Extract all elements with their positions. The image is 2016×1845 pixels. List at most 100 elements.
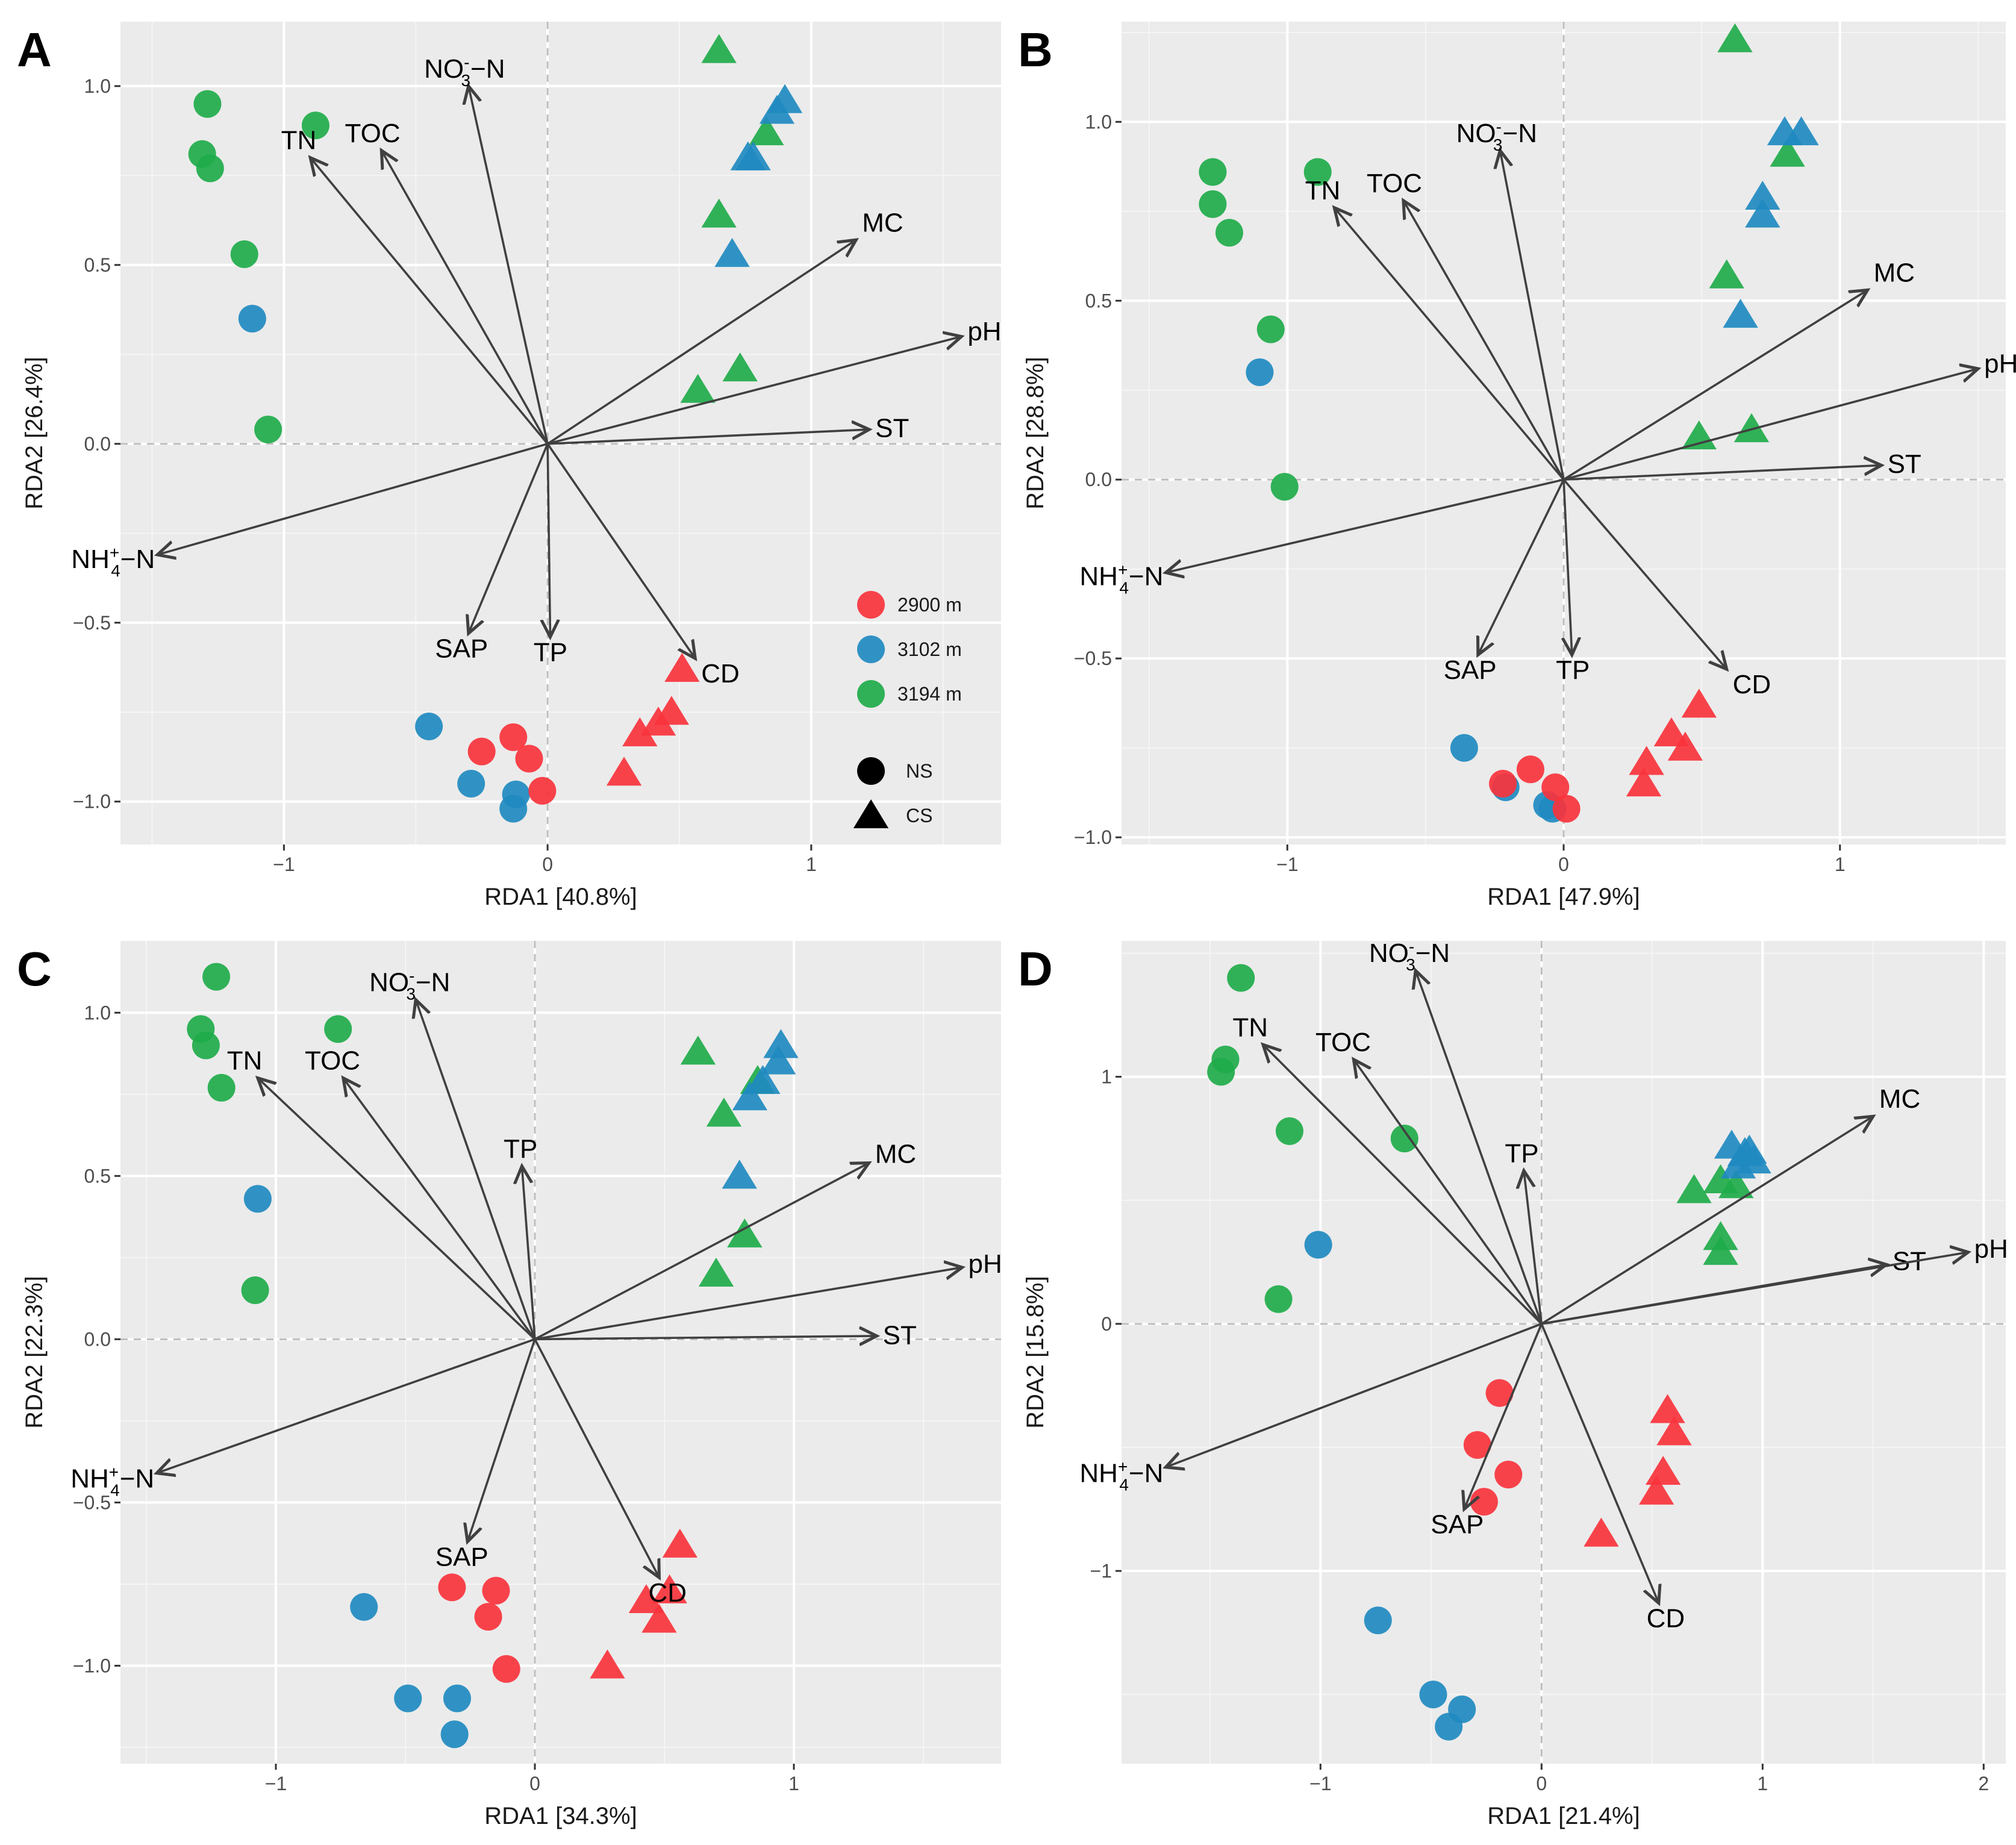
- panel-b: −1 0 1 −1.0 −0.5 0.0 0.5 1.0 NO-3−N TN TOC MC pH ST NH…: [1018, 22, 2016, 910]
- arrow-label: NH+ 4−N: [71, 543, 155, 580]
- point-cs: [1629, 746, 1664, 775]
- point-ns: [1270, 473, 1299, 501]
- point-cs: [727, 1218, 763, 1247]
- point-cs: [1709, 259, 1744, 289]
- panel-d: −1012−101NO-3−NTNTOCTPMCSTpHNH+4−NSAPCDR…: [1018, 937, 2008, 1829]
- point-ns: [1485, 1379, 1514, 1407]
- loading-arrow: [1564, 479, 1572, 655]
- loading-arrow: [546, 443, 695, 658]
- point-cs: [1745, 181, 1780, 210]
- point-cs: [1770, 137, 1805, 167]
- loading-arrow: [416, 1000, 536, 1340]
- point-cs: [628, 1584, 664, 1614]
- point-ns: [394, 1684, 422, 1712]
- x-axis-title: RDA1 [47.9%]: [1487, 884, 1640, 910]
- point-ns: [515, 745, 543, 773]
- point-cs: [745, 1065, 781, 1094]
- panel-label: A: [17, 23, 52, 76]
- point-ns: [528, 776, 557, 805]
- point-ns: [1304, 1231, 1332, 1259]
- x-tick-label: 1: [1757, 1773, 1768, 1794]
- loading-arrow: [1500, 151, 1565, 480]
- arrow-label: SAP: [1444, 655, 1497, 685]
- x-tick-label: −1: [1276, 854, 1298, 875]
- point-cs: [722, 352, 758, 382]
- loading-arrow: [534, 1336, 877, 1339]
- point-cs: [763, 1029, 799, 1058]
- point-cs: [759, 95, 795, 124]
- arrow-label: SAP: [435, 1542, 488, 1572]
- x-tick-label: −1: [265, 1773, 287, 1794]
- point-ns: [457, 770, 485, 798]
- loading-arrow: [1403, 201, 1565, 481]
- arrow-label: MC: [862, 208, 903, 237]
- point-ns: [1199, 190, 1227, 218]
- point-cs: [714, 238, 750, 267]
- loading-arrow: [1415, 970, 1543, 1325]
- point-cs: [1667, 731, 1703, 761]
- point-cs: [1656, 1416, 1692, 1446]
- legend-label: NS: [906, 760, 932, 782]
- x-tick-label: 1: [1835, 854, 1846, 875]
- arrow-label: CD: [648, 1578, 687, 1608]
- arrow-label: TOC: [1315, 1028, 1371, 1057]
- arrow-label: MC: [1879, 1084, 1920, 1114]
- legend-swatch-3194-m: [857, 680, 885, 708]
- point-ns: [1552, 795, 1581, 823]
- loading-arrow: [343, 1078, 536, 1340]
- point-ns: [443, 1684, 471, 1712]
- loading-arrow: [381, 151, 549, 445]
- point-cs: [590, 1649, 625, 1679]
- point-ns: [1489, 770, 1517, 798]
- point-ns: [207, 1073, 236, 1102]
- legend-label: 3194 m: [897, 683, 962, 705]
- point-cs: [1717, 23, 1753, 52]
- point-ns: [301, 111, 329, 140]
- point-cs: [1676, 1174, 1712, 1203]
- point-ns: [492, 1655, 520, 1683]
- y-axis-title: RDA2 [26.4%]: [21, 357, 48, 509]
- point-ns: [202, 963, 231, 991]
- point-ns: [193, 90, 222, 118]
- x-axis-title: RDA1 [40.8%]: [484, 884, 637, 910]
- legend-swatch-3102-m: [857, 635, 885, 663]
- loading-arrow: [548, 443, 550, 637]
- arrow-label: CD: [701, 659, 740, 688]
- arrow-label: TP: [1556, 655, 1590, 685]
- point-ns: [192, 1031, 220, 1060]
- loading-arrow: [534, 1163, 869, 1340]
- point-cs: [1626, 767, 1662, 797]
- arrow-label: ST: [1888, 449, 1921, 479]
- x-tick-label: 2: [1978, 1773, 1989, 1794]
- loading-arrow: [1478, 479, 1565, 655]
- y-tick-label: 0.5: [84, 254, 111, 276]
- legend: 2900 m 3102 m 3194 m NS CS: [853, 591, 962, 829]
- plot-background: [120, 22, 1001, 844]
- arrow-label: SAP: [1431, 1509, 1484, 1539]
- x-axis-title: RDA1 [21.4%]: [1487, 1803, 1640, 1829]
- point-cs: [606, 757, 642, 786]
- panel-label: B: [1018, 23, 1053, 76]
- arrow-label: TN: [1232, 1013, 1268, 1042]
- arrow-label: NH+ 4−N: [1079, 1457, 1163, 1494]
- point-cs: [1645, 1455, 1681, 1485]
- panel-label: C: [17, 942, 52, 996]
- y-tick-label: 1.0: [84, 75, 111, 97]
- point-ns: [1275, 1117, 1303, 1145]
- loading-arrow: [1166, 1323, 1542, 1467]
- loading-arrow: [1334, 208, 1565, 481]
- point-cs: [706, 1097, 742, 1127]
- point-ns: [1207, 1058, 1235, 1086]
- point-cs: [680, 1035, 716, 1065]
- arrow-label: TP: [534, 638, 567, 667]
- loading-arrow: [534, 1267, 963, 1341]
- loading-arrow: [522, 1166, 536, 1340]
- panel-a: −1 0 1 −1.0 −0.5 0.0 0.5 1.0 NO-3−N TN TOC MC pH ST NH…: [17, 22, 1002, 910]
- y-axis-title: RDA2 [22.3%]: [21, 1276, 48, 1428]
- loading-arrow: [547, 337, 961, 445]
- legend-shape-cs: [853, 799, 889, 829]
- loading-arrow: [469, 86, 549, 445]
- point-ns: [1463, 1431, 1491, 1459]
- point-cs: [680, 373, 716, 403]
- point-cs: [640, 707, 676, 736]
